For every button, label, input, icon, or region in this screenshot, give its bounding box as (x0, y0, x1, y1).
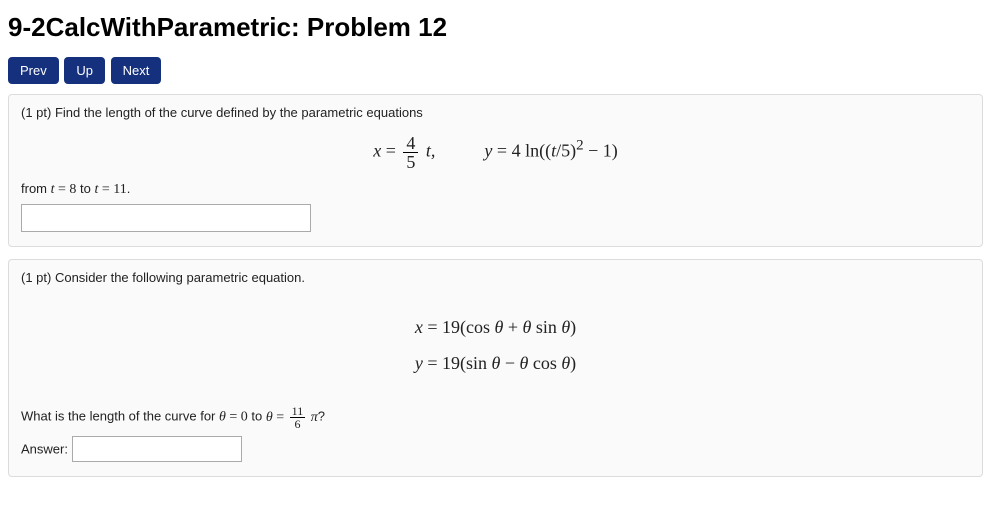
eq2-th2: θ (522, 317, 531, 337)
eq-y-exp: 2 (576, 138, 584, 154)
problem-1-answer-input[interactable] (21, 204, 311, 232)
problem-2-prompt: (1 pt) Consider the following parametric… (21, 270, 970, 285)
answer-label: Answer: (21, 442, 68, 457)
problem-2-equations: x = 19(cos θ + θ sin θ) y = 19(sin θ − θ… (21, 309, 970, 381)
frac-num: 4 (403, 134, 418, 153)
q-c: to (248, 409, 266, 424)
equals-2: = (497, 141, 512, 161)
eq-y-text-a: ln(( (521, 141, 552, 161)
eq2-y-d: ) (570, 353, 576, 373)
eq2-th3: θ (561, 317, 570, 337)
qfrac-den: 6 (290, 418, 306, 430)
eq2-x-var: x (415, 317, 423, 337)
q-th1: θ (219, 410, 226, 425)
q-d: = (273, 410, 288, 425)
next-button[interactable]: Next (111, 57, 162, 84)
eq-y-coef: 4 (512, 141, 521, 161)
from-eq11: = 11 (98, 182, 126, 197)
eq2-x-b: + (503, 317, 522, 337)
eq2y-th3: θ (561, 353, 570, 373)
eq2-y-a: = 19(sin (423, 353, 492, 373)
fraction-4-5: 4 5 (403, 134, 418, 171)
fraction-11-6: 116 (290, 405, 306, 430)
q-th2: θ (266, 410, 273, 425)
equals-1: = (386, 141, 401, 161)
page-title: 9-2CalcWithParametric: Problem 12 (8, 12, 983, 43)
frac-den: 5 (403, 153, 418, 171)
problem-2-answer-row: Answer: (21, 436, 970, 462)
up-button[interactable]: Up (64, 57, 105, 84)
eq-y-text-c: − 1) (584, 141, 618, 161)
problem-1-range: from t = 8 to t = 11. (21, 181, 970, 198)
eq2y-th2: θ (519, 353, 528, 373)
problem-2-eq-x: x = 19(cos θ + θ sin θ) (21, 309, 970, 345)
from-eq8: = 8 (55, 182, 77, 197)
eq2-y-b: − (500, 353, 519, 373)
eq2-th1: θ (494, 317, 503, 337)
problem-2-answer-input[interactable] (72, 436, 242, 462)
problem-2-question: What is the length of the curve for θ = … (21, 405, 970, 430)
eq2-y-var: y (415, 353, 423, 373)
from-b: to (76, 181, 94, 196)
from-a: from (21, 181, 51, 196)
problem-1-box: (1 pt) Find the length of the curve defi… (8, 94, 983, 247)
eq-x-var: x (373, 141, 381, 161)
nav-row: Prev Up Next (8, 57, 983, 84)
eq2-x-d: ) (570, 317, 576, 337)
problem-2-box: (1 pt) Consider the following parametric… (8, 259, 983, 477)
q-e: ? (318, 409, 325, 424)
problem-1-prompt: (1 pt) Find the length of the curve defi… (21, 105, 970, 120)
problem-1-equations: x = 4 5 t, y = 4 ln((t/5)2 − 1) (21, 134, 970, 171)
q-a: What is the length of the curve for (21, 409, 219, 424)
eq2-x-c: sin (531, 317, 561, 337)
eq-x-tail: t, (426, 141, 436, 161)
eq-y-text-b: /5) (556, 141, 576, 161)
eq2-y-c: cos (528, 353, 561, 373)
prev-button[interactable]: Prev (8, 57, 59, 84)
q-pi: π (307, 410, 318, 425)
eq2y-th1: θ (491, 353, 500, 373)
q-b: = 0 (226, 410, 248, 425)
eq2-x-a: = 19(cos (423, 317, 495, 337)
period: . (127, 181, 131, 196)
eq-y-var: y (484, 141, 492, 161)
problem-1-answer-row (21, 204, 970, 232)
problem-2-eq-y: y = 19(sin θ − θ cos θ) (21, 345, 970, 381)
